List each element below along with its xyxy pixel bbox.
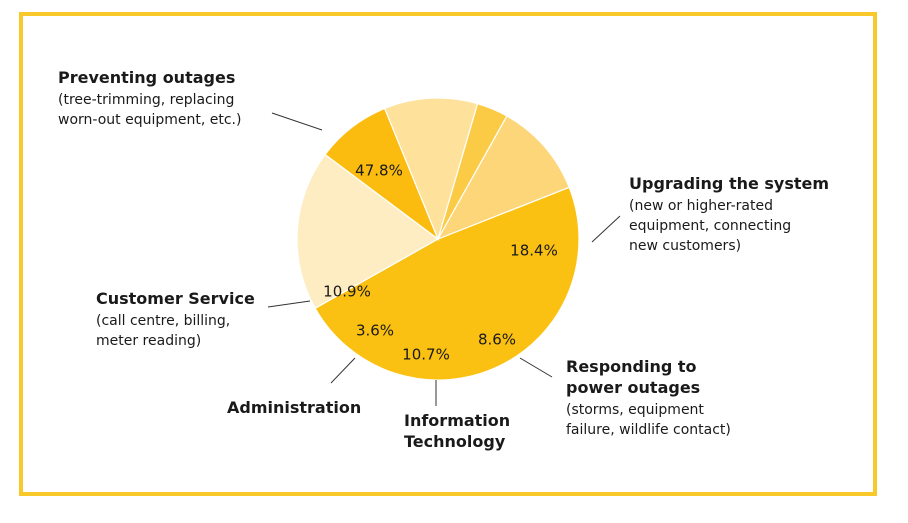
leader-line-upgrading-system [591, 215, 621, 243]
slice-value-label-upgrading-system: 18.4% [510, 242, 558, 260]
category-title-upgrading-system: Upgrading the system [629, 174, 829, 193]
category-title-customer-service: Customer Service [96, 289, 255, 308]
category-description-customer-service: (call centre, billing, [96, 313, 230, 329]
category-description-upgrading-system: equipment, connecting [629, 218, 791, 234]
category-description-preventing-outages: worn-out equipment, etc.) [58, 112, 241, 128]
category-label-customer-service: Customer Service (call centre, billing, me… [96, 289, 255, 349]
category-label-upgrading-system: Upgrading the system (new or higher-rated… [629, 174, 829, 254]
category-title-information-technology: Technology [404, 432, 506, 451]
slice-value-label-information-technology: 10.7% [402, 346, 450, 364]
category-title-preventing-outages: Preventing outages [58, 68, 235, 87]
pie-slice-information-technology [383, 97, 479, 241]
category-description-upgrading-system: (new or higher-rated [629, 198, 773, 214]
category-label-preventing-outages: Preventing outages (tree-trimming, replac… [58, 68, 241, 128]
category-description-upgrading-system: new customers) [629, 238, 741, 254]
category-title-responding-outages: power outages [566, 378, 700, 397]
slice-value-label-customer-service: 10.9% [323, 283, 371, 301]
category-label-information-technology: Information Technology [404, 411, 510, 451]
category-description-responding-outages: (storms, equipment [566, 402, 704, 418]
leader-lines [267, 112, 621, 406]
category-labels: Preventing outages (tree-trimming, replac… [58, 68, 829, 451]
leader-line-preventing-outages [271, 112, 323, 131]
category-description-preventing-outages: (tree-trimming, replacing [58, 92, 234, 108]
pie-value-labels: 47.8% 18.4% 8.6% 10.7% 3.6% 10.9% [323, 162, 558, 364]
category-title-information-technology: Information [404, 411, 510, 430]
category-label-responding-outages: Responding to power outages (storms, equip… [566, 357, 731, 438]
category-label-administration: Administration [227, 398, 361, 417]
slice-value-label-preventing-outages: 47.8% [355, 162, 403, 180]
pie-slice-upgrading-system [296, 153, 440, 310]
slice-value-label-responding-outages: 8.6% [478, 331, 516, 349]
leader-line-administration [330, 357, 356, 384]
category-description-customer-service: meter reading) [96, 333, 201, 349]
pie-slice-customer-service [436, 115, 570, 241]
category-title-administration: Administration [227, 398, 361, 417]
leader-line-responding-outages [519, 357, 553, 378]
pie-slice-preventing-outages [314, 186, 580, 381]
leader-line-customer-service [267, 300, 311, 308]
category-title-responding-outages: Responding to [566, 357, 697, 376]
category-description-responding-outages: failure, wildlife contact) [566, 422, 731, 438]
pie-slices [296, 97, 580, 381]
slice-value-label-administration: 3.6% [356, 322, 394, 340]
